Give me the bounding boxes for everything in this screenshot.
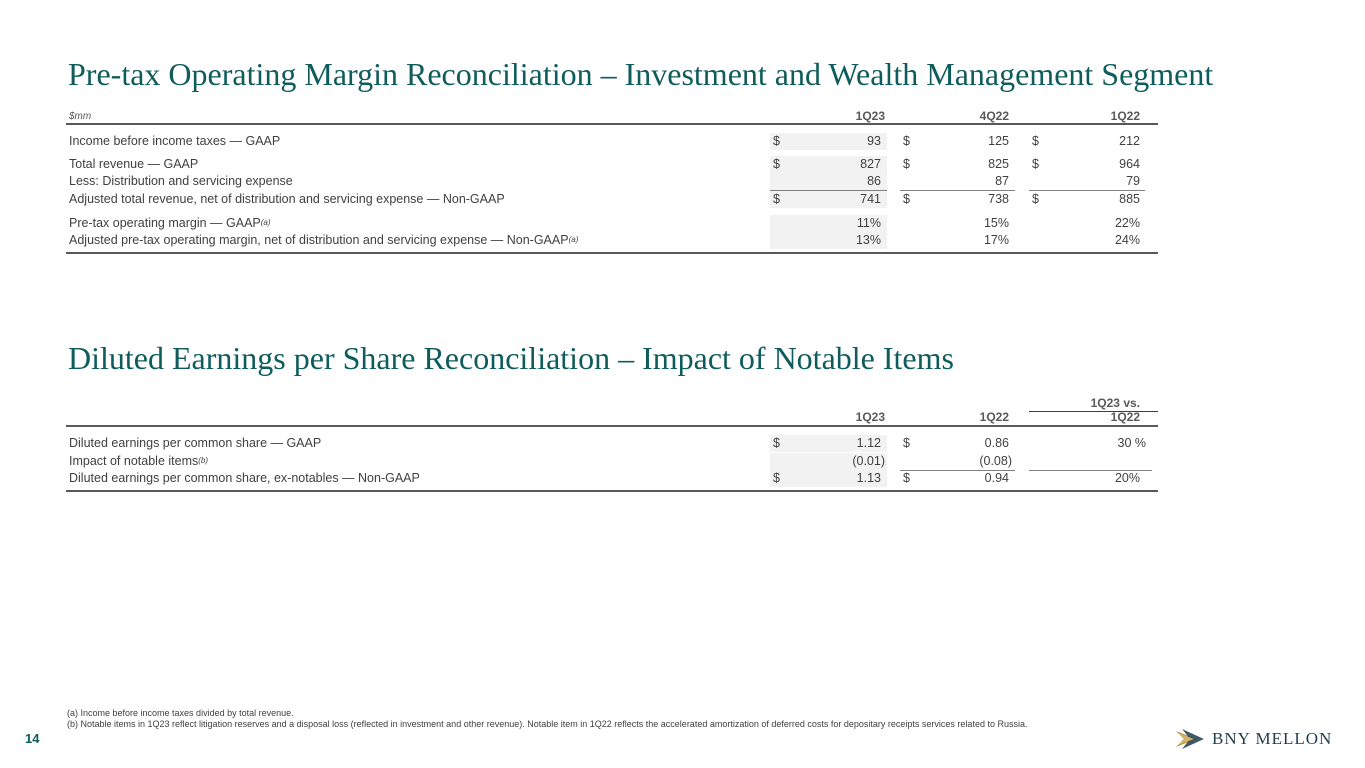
row-label: Impact of notable items(b) [69, 454, 209, 468]
column-header: 1Q23 [855, 410, 885, 424]
column-shade [770, 133, 887, 150]
cell-value: 885 [1119, 192, 1140, 206]
table-row: Impact of notable items(b) (0.01) (0.08) [66, 453, 1158, 470]
unit-label: $mm [69, 111, 92, 122]
footnote-b: (b) Notable items in 1Q23 reflect litiga… [67, 719, 1028, 729]
subtotal-rule [900, 470, 1015, 471]
page-title: Pre-tax Operating Margin Reconciliation … [68, 56, 1214, 92]
subtotal-rule [900, 190, 1015, 191]
row-label: Pre-tax operating margin — GAAP(a) [69, 216, 271, 230]
currency-symbol: $ [773, 157, 780, 171]
table-row: Income before income taxes — GAAP $ 93 $… [66, 133, 1158, 150]
cell-value: 17% [983, 233, 1009, 247]
cell-value: 1.13 [856, 471, 881, 485]
currency-symbol: $ [903, 192, 910, 206]
bny-mellon-logo-icon [1176, 729, 1204, 749]
currency-symbol: $ [903, 134, 910, 148]
column-shade [770, 173, 887, 190]
footnote-marker: (b) [198, 456, 209, 465]
cell-value: 738 [988, 192, 1009, 206]
cell-value: (0.01) [852, 454, 885, 468]
footnote-a: (a) Income before income taxes divided b… [67, 708, 294, 718]
header-rule [66, 425, 1158, 427]
table-row: Adjusted total revenue, net of distribut… [66, 191, 1158, 208]
column-header: 1Q22 [1110, 109, 1140, 123]
row-label: Diluted earnings per common share — GAAP [69, 436, 322, 450]
currency-symbol: $ [773, 471, 780, 485]
currency-symbol: $ [1032, 192, 1039, 206]
table-row: Adjusted pre-tax operating margin, net o… [66, 232, 1158, 249]
cell-value: 825 [988, 157, 1009, 171]
cell-value: 30 % [1117, 436, 1147, 450]
table-bottom-rule [66, 252, 1158, 254]
table-header-row: $mm 1Q23 4Q22 1Q22 [66, 108, 1158, 125]
row-label: Adjusted total revenue, net of distribut… [69, 192, 505, 206]
row-label: Adjusted pre-tax operating margin, net o… [69, 233, 579, 247]
table-header-row: 1Q23 1Q22 1Q22 [66, 409, 1158, 426]
table-row: Less: Distribution and servicing expense… [66, 173, 1158, 190]
eps-table: 1Q23 vs. 1Q23 1Q22 1Q22 Diluted earnings… [66, 395, 1158, 495]
cell-value: 87 [995, 174, 1009, 188]
row-label: Less: Distribution and servicing expense [69, 174, 293, 188]
column-shade [770, 156, 887, 173]
cell-value: 13% [855, 233, 881, 247]
row-label: Total revenue — GAAP [69, 157, 199, 171]
table-row: Total revenue — GAAP $ 827 $ 825 $ 964 [66, 156, 1158, 173]
row-label: Income before income taxes — GAAP [69, 134, 281, 148]
table-bottom-rule [66, 490, 1158, 492]
currency-symbol: $ [903, 157, 910, 171]
currency-symbol: $ [773, 436, 780, 450]
row-label: Diluted earnings per common share, ex-no… [69, 471, 420, 485]
cell-value: 212 [1119, 134, 1140, 148]
cell-value: 24% [1114, 233, 1140, 247]
currency-symbol: $ [903, 436, 910, 450]
cell-value: 86 [867, 174, 881, 188]
cell-value: 22% [1114, 216, 1140, 230]
column-header: 1Q23 [855, 109, 885, 123]
margin-table: $mm 1Q23 4Q22 1Q22 Income before income … [66, 108, 1158, 258]
column-header: 1Q22 [979, 410, 1009, 424]
page-number: 14 [25, 731, 40, 746]
cell-value: 1.12 [856, 436, 881, 450]
currency-symbol: $ [773, 192, 780, 206]
column-shade [770, 435, 887, 452]
subtotal-rule [1029, 190, 1145, 191]
subtotal-rule [770, 190, 887, 191]
group-header-rule [1029, 411, 1158, 412]
cell-value: 93 [867, 134, 881, 148]
column-shade [770, 470, 887, 487]
group-header: 1Q23 vs. [1090, 396, 1140, 410]
cell-value: 20% [1114, 471, 1140, 485]
currency-symbol: $ [1032, 157, 1039, 171]
cell-value: 15% [983, 216, 1009, 230]
currency-symbol: $ [903, 471, 910, 485]
currency-symbol: $ [773, 134, 780, 148]
cell-value: 741 [860, 192, 881, 206]
column-shade [770, 232, 887, 249]
currency-symbol: $ [1032, 134, 1039, 148]
logo-text: BNY MELLON [1212, 729, 1333, 748]
cell-value: 125 [988, 134, 1009, 148]
table-row: Diluted earnings per common share — GAAP… [66, 435, 1158, 452]
column-shade [770, 191, 887, 208]
cell-value: 0.94 [984, 471, 1009, 485]
header-rule [66, 123, 1158, 125]
cell-value: 11% [856, 216, 881, 230]
section-title: Diluted Earnings per Share Reconciliatio… [68, 340, 954, 376]
column-header: 1Q22 [1110, 410, 1140, 424]
table-row: Pre-tax operating margin — GAAP(a) 11% 1… [66, 215, 1158, 232]
cell-value: 827 [860, 157, 881, 171]
footnote-marker: (a) [260, 218, 271, 227]
cell-value: 0.86 [984, 436, 1009, 450]
table-row: Diluted earnings per common share, ex-no… [66, 470, 1158, 487]
column-shade [770, 453, 887, 470]
subtotal-rule [1029, 470, 1152, 471]
cell-value: 964 [1119, 157, 1140, 171]
column-shade [770, 215, 887, 232]
column-header: 4Q22 [979, 109, 1009, 123]
cell-value: 79 [1126, 174, 1140, 188]
footnote-marker: (a) [568, 235, 579, 244]
company-logo: BNY MELLON [1176, 729, 1332, 749]
cell-value: (0.08) [979, 454, 1012, 468]
